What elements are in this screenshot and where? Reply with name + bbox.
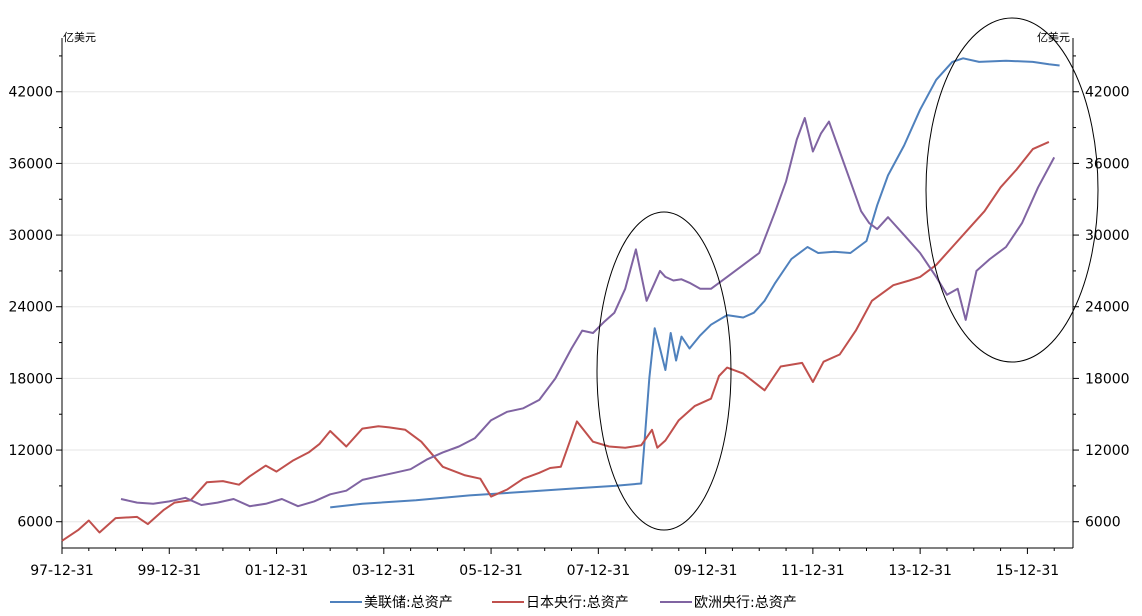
y-tick-label-left: 30000	[8, 228, 53, 244]
y-tick-label-left: 6000	[17, 515, 53, 531]
series-lines	[61, 57, 1060, 542]
series-line-3	[120, 117, 1056, 508]
grid-lines	[62, 91, 1073, 523]
y-tick-label-right: 30000	[1085, 228, 1130, 244]
annotations	[596, 17, 1099, 531]
series-line-1	[330, 57, 1060, 509]
y-tick-label-left: 24000	[8, 300, 53, 316]
left-axis-unit: 亿美元	[63, 31, 96, 44]
x-tick-label: 13-12-31	[888, 563, 952, 579]
x-tick-label: 01-12-31	[245, 563, 309, 579]
x-tick-label: 11-12-31	[781, 563, 845, 579]
y-tick-label-left: 36000	[8, 156, 53, 172]
y-tick-label-left: 42000	[8, 85, 53, 101]
y-tick-label-right: 42000	[1085, 85, 1130, 101]
y-tick-label-right: 36000	[1085, 156, 1130, 172]
y-tick-label-right: 18000	[1085, 371, 1130, 387]
y-tick-label-right: 24000	[1085, 300, 1130, 316]
y-tick-label-left: 12000	[8, 443, 53, 459]
x-tick-label: 99-12-31	[137, 563, 201, 579]
x-tick-label: 97-12-31	[30, 563, 94, 579]
legend: 美联储:总资产 日本央行:总资产 欧洲央行:总资产	[330, 595, 797, 611]
legend-label-1: 美联储:总资产	[364, 595, 453, 611]
legend-label-2: 日本央行:总资产	[526, 595, 629, 611]
x-tick-label: 09-12-31	[674, 563, 738, 579]
x-tick-label: 15-12-31	[996, 563, 1060, 579]
y-tick-label-right: 12000	[1085, 443, 1130, 459]
y-tick-label-left: 18000	[8, 371, 53, 387]
highlight-ellipse-2008	[596, 211, 732, 531]
x-tick-label: 03-12-31	[352, 563, 416, 579]
highlight-ellipse-2014	[925, 17, 1099, 363]
right-axis-unit: 亿美元	[1037, 31, 1070, 44]
x-tick-label: 07-12-31	[567, 563, 631, 579]
x-tick-label: 05-12-31	[459, 563, 523, 579]
axes: 亿美元 亿美元	[61, 31, 1074, 549]
axis-ticks: 6000 6000 12000 12000 18000 18000 24000 24000 30…	[8, 55, 1130, 579]
series-line-2	[61, 140, 1050, 542]
y-tick-label-right: 6000	[1085, 515, 1121, 531]
legend-label-3: 欧洲央行:总资产	[694, 595, 797, 611]
